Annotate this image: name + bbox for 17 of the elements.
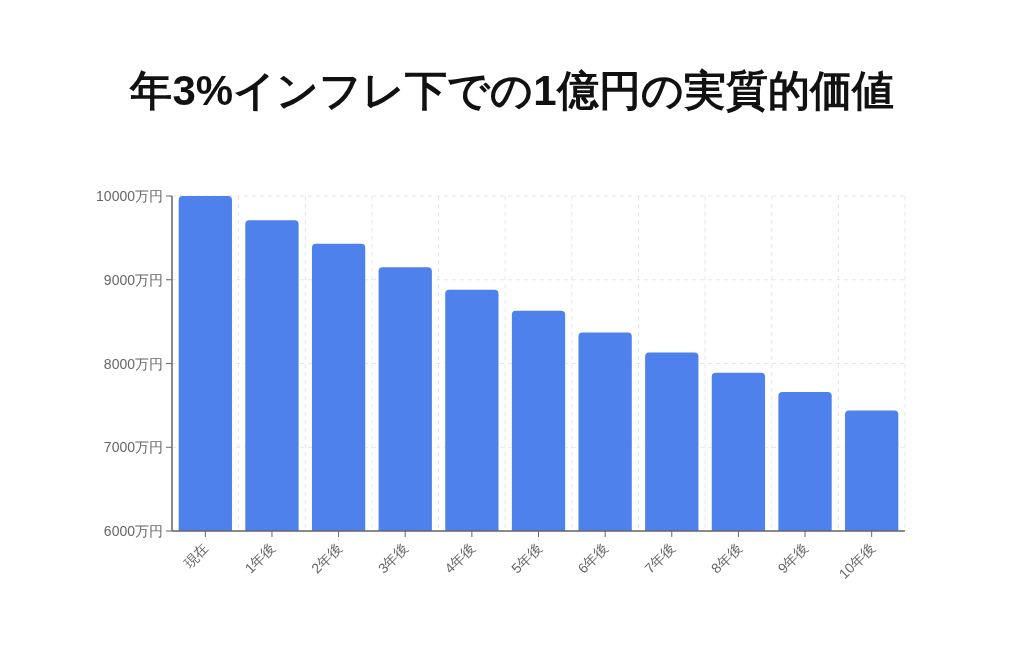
x-tick-label: 5年後 bbox=[508, 539, 545, 577]
x-tick-label: 9年後 bbox=[774, 539, 812, 577]
x-tick-label: 3年後 bbox=[374, 539, 412, 577]
x-tick-label: 1年後 bbox=[241, 539, 279, 577]
x-tick-label: 現在 bbox=[180, 539, 212, 571]
y-tick-label: 6000万円 bbox=[103, 523, 163, 539]
x-tick-label: 4年後 bbox=[441, 539, 478, 577]
y-tick-label: 8000万円 bbox=[103, 355, 163, 372]
chart-title: 年3%インフレ下での1億円の実質的価値 bbox=[129, 67, 894, 114]
x-tick-label: 6年後 bbox=[574, 539, 612, 577]
x-tick-label: 7年後 bbox=[641, 539, 678, 577]
x-tick-label: 10年後 bbox=[835, 539, 878, 582]
y-tick-label: 7000万円 bbox=[103, 439, 163, 456]
y-tick-label: 10000万円 bbox=[96, 188, 163, 204]
y-tick-label: 9000万円 bbox=[103, 271, 163, 288]
x-tick-label: 2年後 bbox=[308, 539, 345, 577]
x-tick-label: 8年後 bbox=[707, 539, 745, 577]
